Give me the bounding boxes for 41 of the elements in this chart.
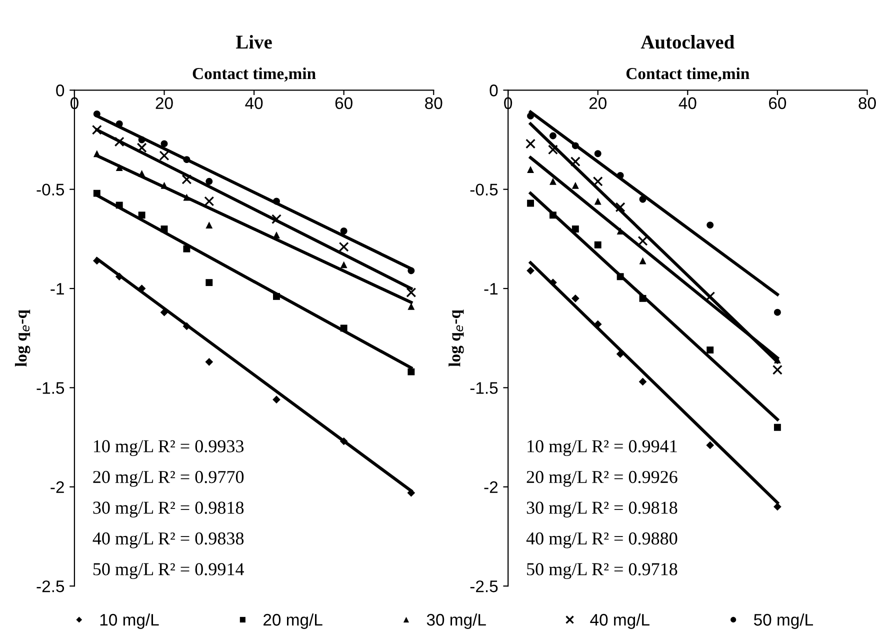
legend-label: 40 mg/L	[590, 613, 650, 629]
y-tick-label: -2.5	[36, 580, 64, 592]
y-tick-label: -2.5	[470, 580, 498, 592]
y-tick-label: -0.5	[470, 184, 498, 196]
legend-label: 10 mg/L	[100, 613, 159, 629]
y-tick-label: -1.5	[36, 382, 64, 394]
annotation: 40 mg/L R² = 0.9880	[526, 532, 678, 548]
x-tick-label: 20	[156, 97, 173, 110]
y-axis-title: log q$_{e}$-q	[448, 310, 464, 367]
annotation: 30 mg/L R² = 0.9818	[93, 502, 244, 518]
annotation: 50 mg/L R² = 0.9914	[93, 563, 244, 580]
x-axis-title: Contact time,min	[626, 67, 750, 82]
x-tick-label: 60	[335, 97, 352, 110]
legend-label: 20 mg/L	[264, 613, 322, 629]
chart-title: Autoclaved	[640, 35, 734, 49]
y-tick-label: 0	[490, 84, 498, 96]
legend-label: 50 mg/L	[754, 613, 813, 629]
annotation: 10 mg/L R² = 0.9941	[528, 440, 677, 456]
annotation: 50 mg/L R² = 0.9718	[527, 563, 678, 580]
annotation: 30 mg/L R² = 0.9818	[526, 502, 678, 518]
x-tick-label: 40	[245, 97, 263, 110]
annotation: 20 mg/L R² = 0.9926	[526, 470, 678, 487]
y-tick-label: -1	[484, 283, 498, 295]
y-tick-label: -1.5	[470, 382, 498, 394]
annotation: 20 mg/L R² = 0.9770	[93, 470, 244, 487]
annotation: 40 mg/L R² = 0.9838	[92, 532, 244, 548]
x-tick-label: 20	[589, 97, 606, 110]
y-tick-label: -0.5	[36, 184, 64, 196]
x-axis-title: Contact time,min	[192, 67, 316, 82]
x-tick-label: 40	[678, 97, 696, 110]
y-tick-label: -1	[50, 283, 64, 295]
y-tick-label: -2	[50, 481, 64, 493]
annotation: 10 mg/L R² = 0.9933	[94, 440, 244, 456]
y-tick-label: -2	[484, 481, 498, 493]
legend-label: 30 mg/L	[426, 613, 486, 629]
x-tick-label: 60	[769, 97, 786, 110]
x-tick-label: 80	[425, 97, 442, 110]
x-tick-label: 80	[858, 97, 876, 110]
y-tick-label: 0	[56, 84, 64, 96]
chart-title: Live	[236, 35, 272, 49]
y-axis-title: log q$_{e}$-q	[14, 310, 30, 367]
